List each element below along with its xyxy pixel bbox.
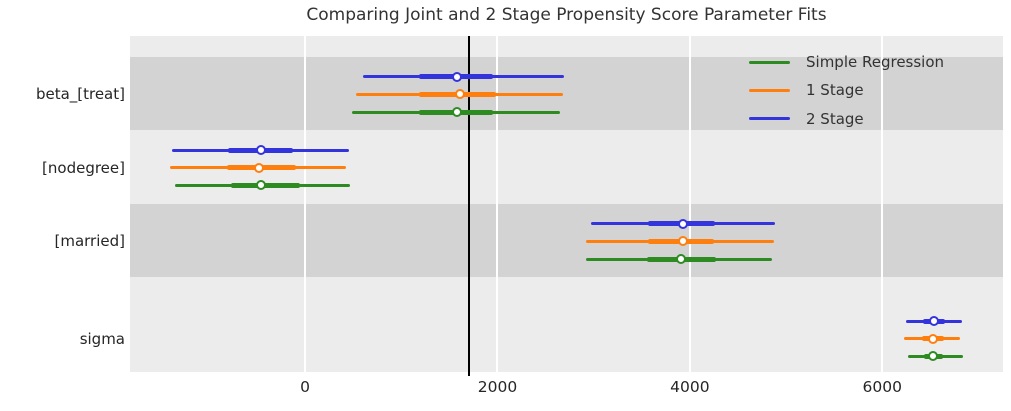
chart-title: Comparing Joint and 2 Stage Propensity S…	[306, 5, 827, 25]
median-marker	[678, 218, 689, 229]
gridline	[304, 36, 307, 372]
median-marker	[454, 89, 465, 100]
legend-label: 1 Stage	[806, 81, 864, 100]
legend-label: 2 Stage	[806, 109, 864, 128]
reference-line	[467, 36, 470, 376]
legend-line-sample	[749, 60, 790, 64]
median-marker	[255, 145, 266, 155]
x-tick-label: 0	[300, 378, 311, 396]
median-marker	[451, 71, 462, 82]
legend-entry: 2 Stage	[749, 105, 944, 133]
x-tick-label: 6000	[862, 378, 902, 396]
median-marker	[929, 316, 940, 326]
gridline	[881, 36, 884, 372]
category-label: beta_[treat]	[35, 85, 125, 104]
legend-entry: 1 Stage	[749, 76, 944, 104]
legend-entry: Simple Regression	[749, 48, 944, 76]
median-marker	[928, 351, 939, 362]
median-marker	[255, 180, 266, 191]
x-tick-label: 2000	[477, 378, 518, 396]
legend-label: Simple Regression	[806, 53, 945, 72]
median-marker	[451, 107, 462, 118]
gridline	[496, 36, 499, 372]
median-marker	[678, 236, 689, 247]
gridline	[688, 36, 691, 372]
median-marker	[675, 254, 686, 265]
category-label: [nodegree]	[42, 158, 125, 177]
category-label: sigma	[79, 329, 125, 348]
x-tick-label: 4000	[670, 378, 710, 396]
row-shading-band	[130, 57, 1003, 131]
legend-line-sample	[749, 88, 790, 92]
legend: Simple Regression 1 Stage 2 Stage	[749, 48, 944, 133]
plot-area	[130, 36, 1003, 376]
median-marker	[253, 162, 264, 173]
category-label: [married]	[54, 232, 126, 251]
legend-line-sample	[749, 117, 790, 121]
median-marker	[928, 333, 939, 344]
row-shading-band	[130, 203, 1003, 277]
